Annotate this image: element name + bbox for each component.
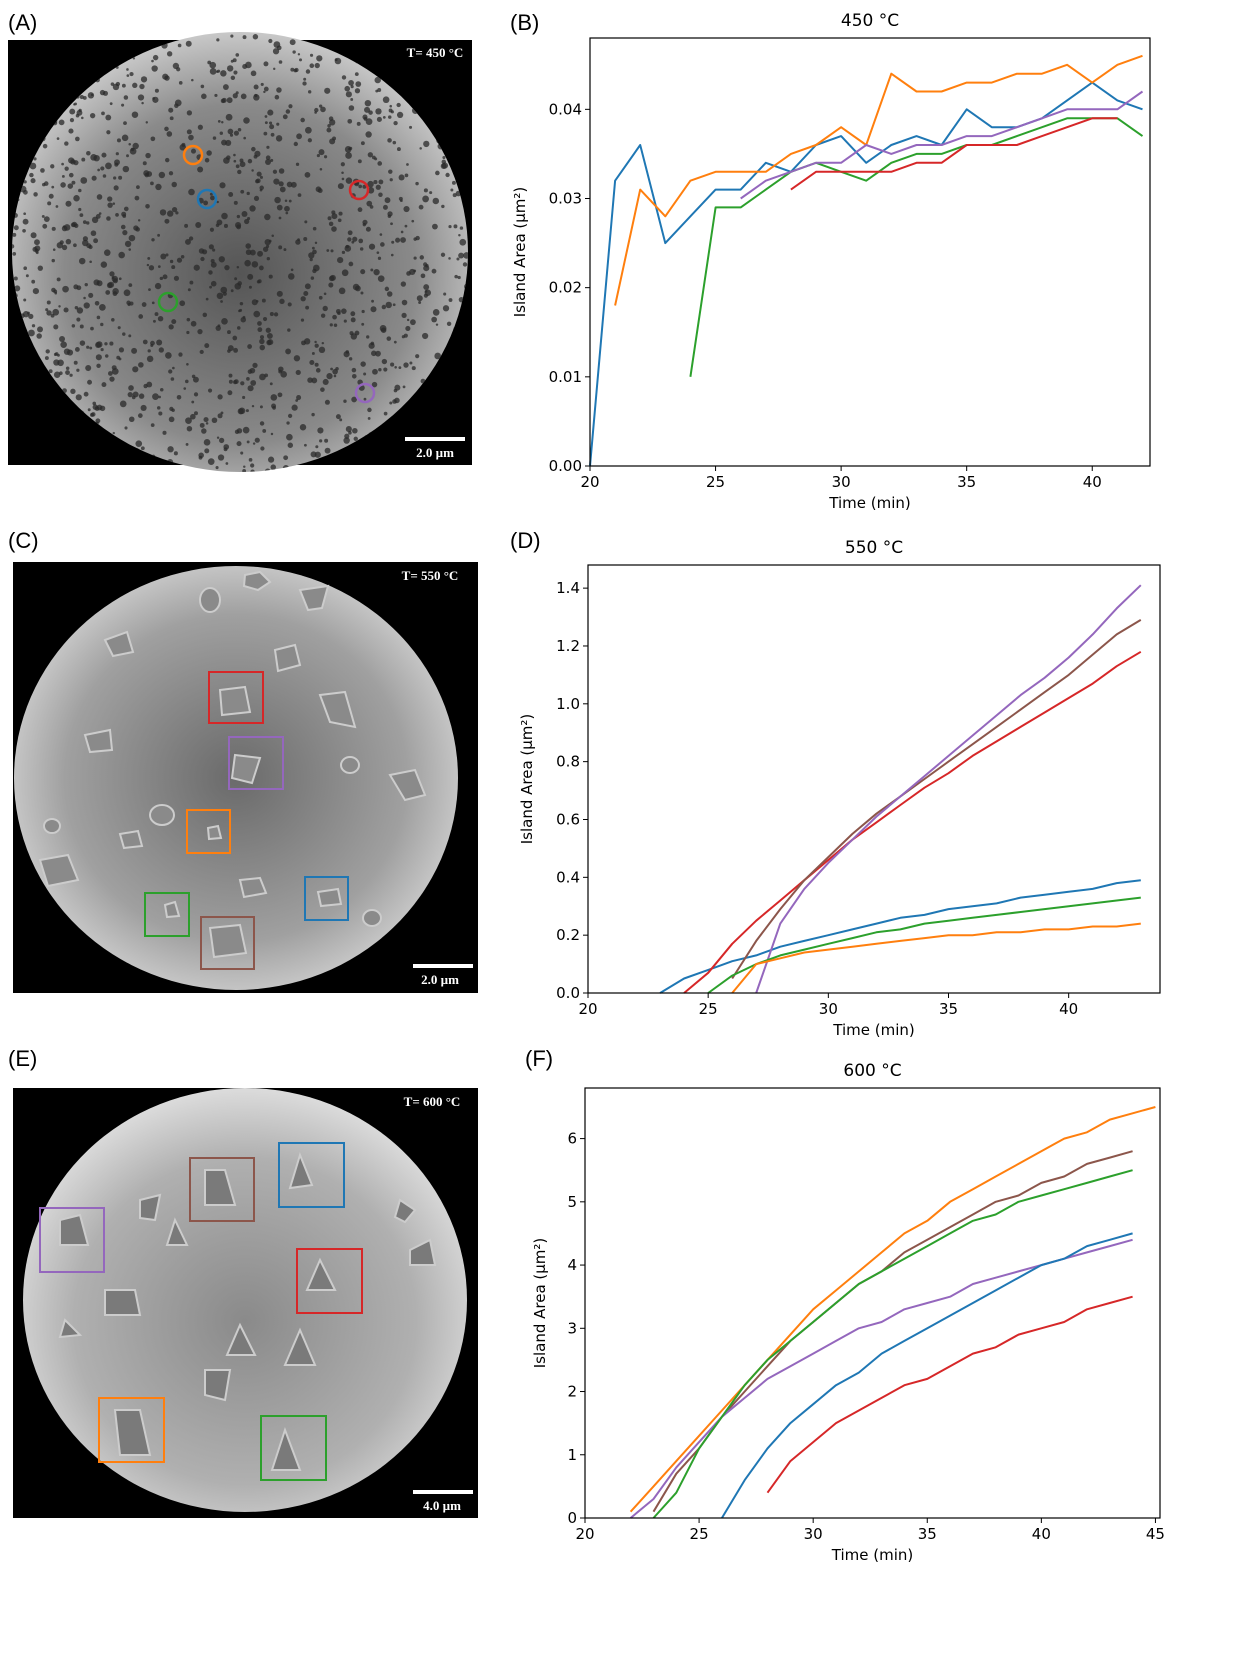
y-tick-label: 0 bbox=[567, 1509, 577, 1527]
panel-label: (A) bbox=[8, 10, 37, 35]
y-tick-label: 2 bbox=[567, 1383, 577, 1401]
panel-label: (F) bbox=[525, 1046, 553, 1071]
y-tick-label: 0.04 bbox=[549, 100, 582, 118]
y-tick-label: 0.0 bbox=[556, 984, 580, 1002]
panel-label: (D) bbox=[510, 528, 541, 553]
data-line bbox=[689, 117, 1144, 377]
x-tick-label: 35 bbox=[957, 473, 976, 491]
x-tick-label: 40 bbox=[1083, 473, 1102, 491]
y-tick-label: 4 bbox=[567, 1256, 577, 1274]
micrograph-e: T= 600 °C 4.0 µm bbox=[13, 1088, 478, 1518]
y-tick-label: 1 bbox=[567, 1446, 577, 1464]
plot-frame bbox=[589, 37, 1151, 467]
x-tick-label: 25 bbox=[699, 1000, 718, 1018]
data-line bbox=[707, 896, 1141, 994]
data-line bbox=[731, 922, 1141, 994]
y-axis-label: Island Area (μm²) bbox=[531, 1238, 549, 1369]
data-line bbox=[629, 1238, 1133, 1519]
x-tick-label: 25 bbox=[706, 473, 725, 491]
scale-bar-label: 2.0 µm bbox=[416, 445, 454, 460]
data-line bbox=[652, 1169, 1133, 1519]
y-tick-label: 1.2 bbox=[556, 637, 580, 655]
chart-title: 450 °C bbox=[841, 11, 899, 31]
y-tick-label: 0.8 bbox=[556, 753, 580, 771]
y-tick-label: 0.01 bbox=[549, 368, 582, 386]
x-axis-label: Time (min) bbox=[832, 1021, 914, 1039]
data-line bbox=[790, 117, 1118, 191]
y-tick-label: 5 bbox=[567, 1193, 577, 1211]
x-tick-label: 25 bbox=[690, 1525, 709, 1543]
y-tick-label: 0.02 bbox=[549, 279, 582, 297]
data-line bbox=[766, 1295, 1133, 1494]
x-tick-label: 30 bbox=[804, 1525, 823, 1543]
temperature: T= 550 °C bbox=[402, 568, 459, 583]
data-line bbox=[683, 650, 1142, 994]
x-tick-label: 40 bbox=[1059, 1000, 1078, 1018]
x-tick-label: 20 bbox=[575, 1525, 594, 1543]
micrograph-a: T= 450 °C 2.0 µm bbox=[8, 32, 472, 472]
chart-title: 600 °C bbox=[843, 1061, 901, 1081]
y-axis-label: Island Area (μm²) bbox=[511, 187, 529, 318]
plot-frame bbox=[587, 564, 1161, 994]
y-tick-label: 0.00 bbox=[549, 457, 582, 475]
x-axis-label: Time (min) bbox=[831, 1546, 913, 1564]
x-tick-label: 40 bbox=[1032, 1525, 1051, 1543]
x-tick-label: 45 bbox=[1146, 1525, 1165, 1543]
x-tick-label: 30 bbox=[832, 473, 851, 491]
panel-label: (B) bbox=[510, 10, 539, 35]
temperature: T= 600 °C bbox=[404, 1094, 461, 1109]
data-line bbox=[614, 54, 1143, 306]
x-tick-label: 20 bbox=[578, 1000, 597, 1018]
panel-label: (E) bbox=[8, 1046, 37, 1071]
y-tick-label: 0.4 bbox=[556, 868, 580, 886]
x-tick-label: 35 bbox=[918, 1525, 937, 1543]
x-tick-label: 30 bbox=[819, 1000, 838, 1018]
data-line bbox=[629, 1106, 1156, 1513]
y-tick-label: 1.0 bbox=[556, 695, 580, 713]
y-tick-label: 0.2 bbox=[556, 926, 580, 944]
chart-title: 550 °C bbox=[845, 538, 903, 558]
y-tick-label: 6 bbox=[567, 1130, 577, 1148]
x-tick-label: 20 bbox=[580, 473, 599, 491]
y-tick-label: 0.6 bbox=[556, 810, 580, 828]
temperature: T= 450 °C bbox=[407, 45, 464, 60]
panel-label: (C) bbox=[8, 528, 39, 553]
data-line bbox=[755, 584, 1142, 994]
data-line bbox=[589, 81, 1143, 467]
data-line bbox=[740, 90, 1144, 200]
data-line bbox=[659, 879, 1141, 994]
y-tick-label: 1.4 bbox=[556, 579, 580, 597]
data-line bbox=[652, 1150, 1133, 1513]
x-axis-label: Time (min) bbox=[828, 494, 910, 512]
data-line bbox=[731, 619, 1142, 980]
y-tick-label: 3 bbox=[567, 1319, 577, 1337]
data-line bbox=[721, 1232, 1133, 1519]
x-tick-label: 35 bbox=[939, 1000, 958, 1018]
scale-bar-label: 2.0 µm bbox=[421, 972, 459, 987]
plot-frame bbox=[584, 1087, 1161, 1519]
y-axis-label: Island Area (μm²) bbox=[518, 714, 536, 845]
micrograph-c: T= 550 °C 2.0 µm bbox=[13, 562, 478, 993]
y-tick-label: 0.03 bbox=[549, 190, 582, 208]
scale-bar-label: 4.0 µm bbox=[423, 1498, 461, 1513]
